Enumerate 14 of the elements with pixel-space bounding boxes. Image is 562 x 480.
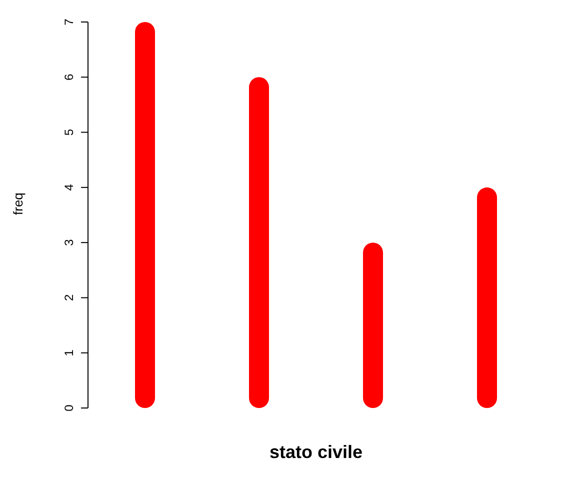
bar <box>135 22 155 408</box>
y-tick-label: 1 <box>62 349 76 356</box>
y-tick-label: 7 <box>62 18 76 26</box>
bar <box>477 187 497 408</box>
y-tick-label: 4 <box>62 184 76 191</box>
bar <box>363 242 383 408</box>
bar <box>249 77 269 408</box>
y-tick-label: 3 <box>62 238 76 246</box>
y-tick-label: 2 <box>62 294 76 302</box>
y-axis-title: freq <box>10 192 26 215</box>
x-axis-title: stato civile <box>269 442 363 462</box>
y-tick-label: 6 <box>62 73 76 80</box>
y-tick-label: 5 <box>62 128 76 136</box>
y-tick-label: 0 <box>62 404 76 412</box>
